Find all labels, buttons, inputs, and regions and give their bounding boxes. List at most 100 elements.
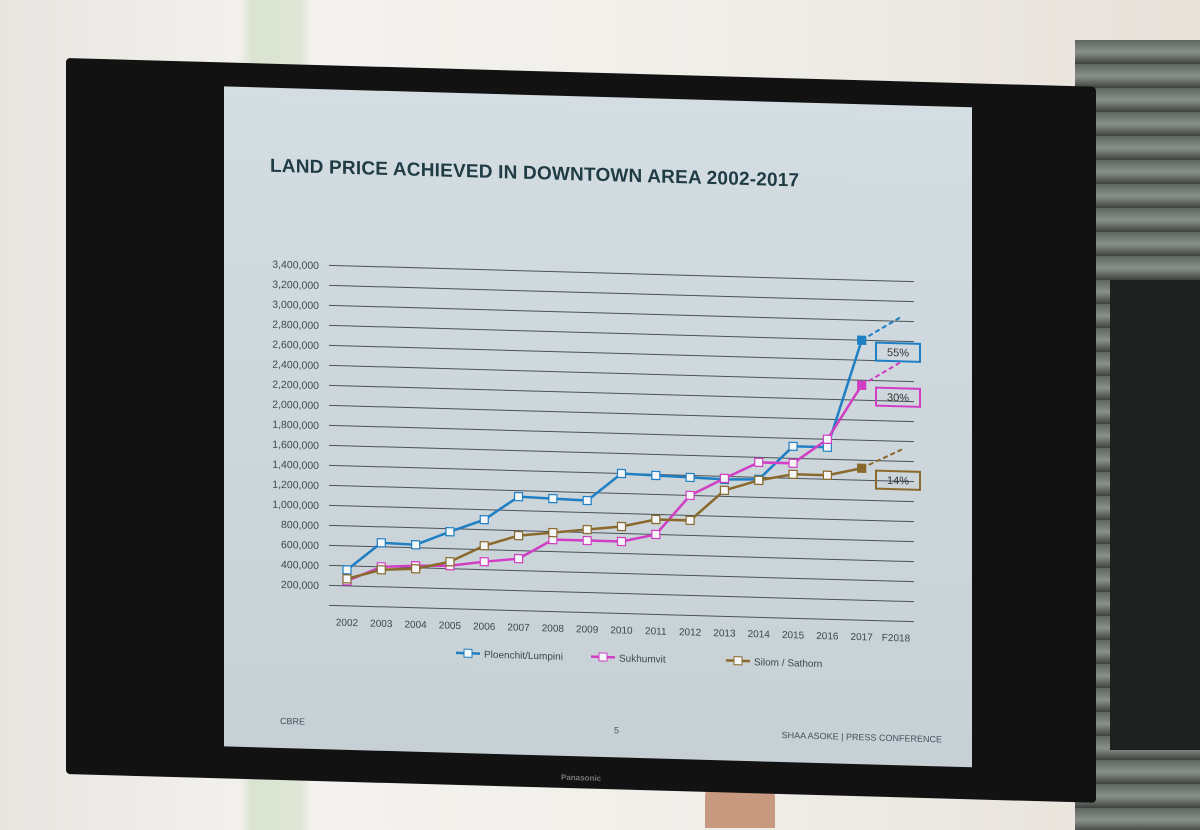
data-point <box>445 526 455 537</box>
data-point <box>582 535 592 546</box>
data-point <box>788 469 798 480</box>
data-point <box>651 470 661 481</box>
data-point <box>513 491 524 502</box>
data-point <box>616 536 627 547</box>
data-point <box>719 485 730 496</box>
data-point <box>822 442 832 452</box>
data-point <box>651 529 661 540</box>
legend-label: Sukhumvit <box>619 653 666 665</box>
annotation-box-1 <box>875 386 921 408</box>
line-chart: 200,000 400,000 600,000 800,000 1,000,000 1,2… <box>272 259 921 670</box>
x-tick-label: 2007 <box>507 622 530 634</box>
data-point <box>548 493 558 504</box>
annotation-box-2 <box>875 469 921 491</box>
annotation-label: 55% <box>887 347 909 360</box>
annotation-label: 30% <box>887 392 909 405</box>
data-point <box>479 540 489 551</box>
data-point <box>754 475 764 486</box>
legend-marker <box>463 648 473 658</box>
gridline <box>329 424 914 443</box>
x-tick-label: 2013 <box>713 628 736 640</box>
data-point <box>411 540 421 550</box>
gridline <box>329 384 914 403</box>
annotation-box-0 <box>875 341 921 363</box>
gridline <box>329 584 914 603</box>
data-point <box>445 556 455 567</box>
gridline <box>329 324 914 343</box>
x-tick-label: 2002 <box>336 618 359 630</box>
y-tick-label: 1,800,000 <box>272 419 319 432</box>
y-tick-label: 1,000,000 <box>272 499 319 512</box>
y-tick-label: 1,200,000 <box>272 479 319 492</box>
data-point <box>376 565 386 575</box>
data-point <box>822 434 832 444</box>
gridline <box>329 564 914 583</box>
data-point <box>582 495 592 506</box>
x-tick-label: 2014 <box>748 629 771 641</box>
y-tick-label: 2,000,000 <box>272 399 319 412</box>
legend-label: Ploenchit/Lumpini <box>484 650 563 663</box>
forecast-line-2 <box>861 448 903 470</box>
y-tick-label: 3,200,000 <box>272 279 319 292</box>
x-tick-label: 2011 <box>645 626 667 638</box>
footer-logo-text: CBRE <box>280 715 306 727</box>
series-line-1 <box>346 384 863 583</box>
x-tick-label: F2018 <box>882 633 911 645</box>
x-tick-label: 2012 <box>679 627 702 639</box>
data-point <box>479 556 489 567</box>
gridline <box>329 544 914 563</box>
y-tick-label: 2,200,000 <box>272 379 319 392</box>
x-tick-label: 2015 <box>782 630 805 642</box>
y-tick-label: 3,400,000 <box>272 259 319 272</box>
data-point <box>513 553 524 564</box>
y-tick-label: 2,800,000 <box>272 319 319 332</box>
x-tick-label: 2017 <box>851 632 874 644</box>
data-point <box>685 515 695 526</box>
page-number: 5 <box>614 725 620 736</box>
y-tick-label: 2,600,000 <box>272 339 319 352</box>
data-point <box>857 335 867 345</box>
data-point <box>513 530 524 541</box>
x-tick-label: 2004 <box>405 619 428 631</box>
y-tick-label: 200,000 <box>281 579 319 592</box>
data-point <box>685 472 695 483</box>
data-point <box>582 524 592 535</box>
data-point <box>685 490 695 501</box>
x-tick-label: 2016 <box>816 631 839 643</box>
data-point <box>479 514 489 525</box>
y-tick-label: 400,000 <box>281 559 319 572</box>
data-point <box>788 441 798 452</box>
x-tick-label: 2006 <box>473 621 496 633</box>
footer-event: SHAA ASOKE | PRESS CONFERENCE <box>781 729 942 745</box>
y-tick-label: 800,000 <box>281 519 319 532</box>
y-tick-label: 2,400,000 <box>272 359 319 372</box>
legend-marker <box>598 652 608 662</box>
gridline <box>329 604 914 623</box>
data-point <box>857 380 867 390</box>
x-tick-label: 2003 <box>370 618 393 630</box>
data-point <box>788 458 798 469</box>
gridline <box>329 304 914 323</box>
data-point <box>342 574 352 584</box>
forecast-line-1 <box>861 360 903 387</box>
data-point <box>822 470 832 480</box>
data-point <box>651 514 661 525</box>
x-tick-label: 2005 <box>439 620 462 632</box>
mirror-glass <box>1110 280 1200 750</box>
series-line-2 <box>346 467 862 581</box>
gridline <box>329 484 914 503</box>
gridline <box>329 344 914 363</box>
presentation-slide: LAND PRICE ACHIEVED IN DOWNTOWN AREA 200… <box>224 86 972 768</box>
data-point <box>411 564 421 574</box>
y-tick-label: 1,600,000 <box>272 439 319 452</box>
data-point <box>548 527 558 538</box>
data-point <box>754 457 764 468</box>
gridline <box>329 404 914 423</box>
gridline <box>329 264 914 283</box>
data-point <box>857 463 867 473</box>
data-point <box>616 468 627 479</box>
series-line-0 <box>346 339 863 571</box>
legend-marker <box>733 656 743 666</box>
gridline <box>329 524 914 543</box>
data-point <box>719 473 730 484</box>
